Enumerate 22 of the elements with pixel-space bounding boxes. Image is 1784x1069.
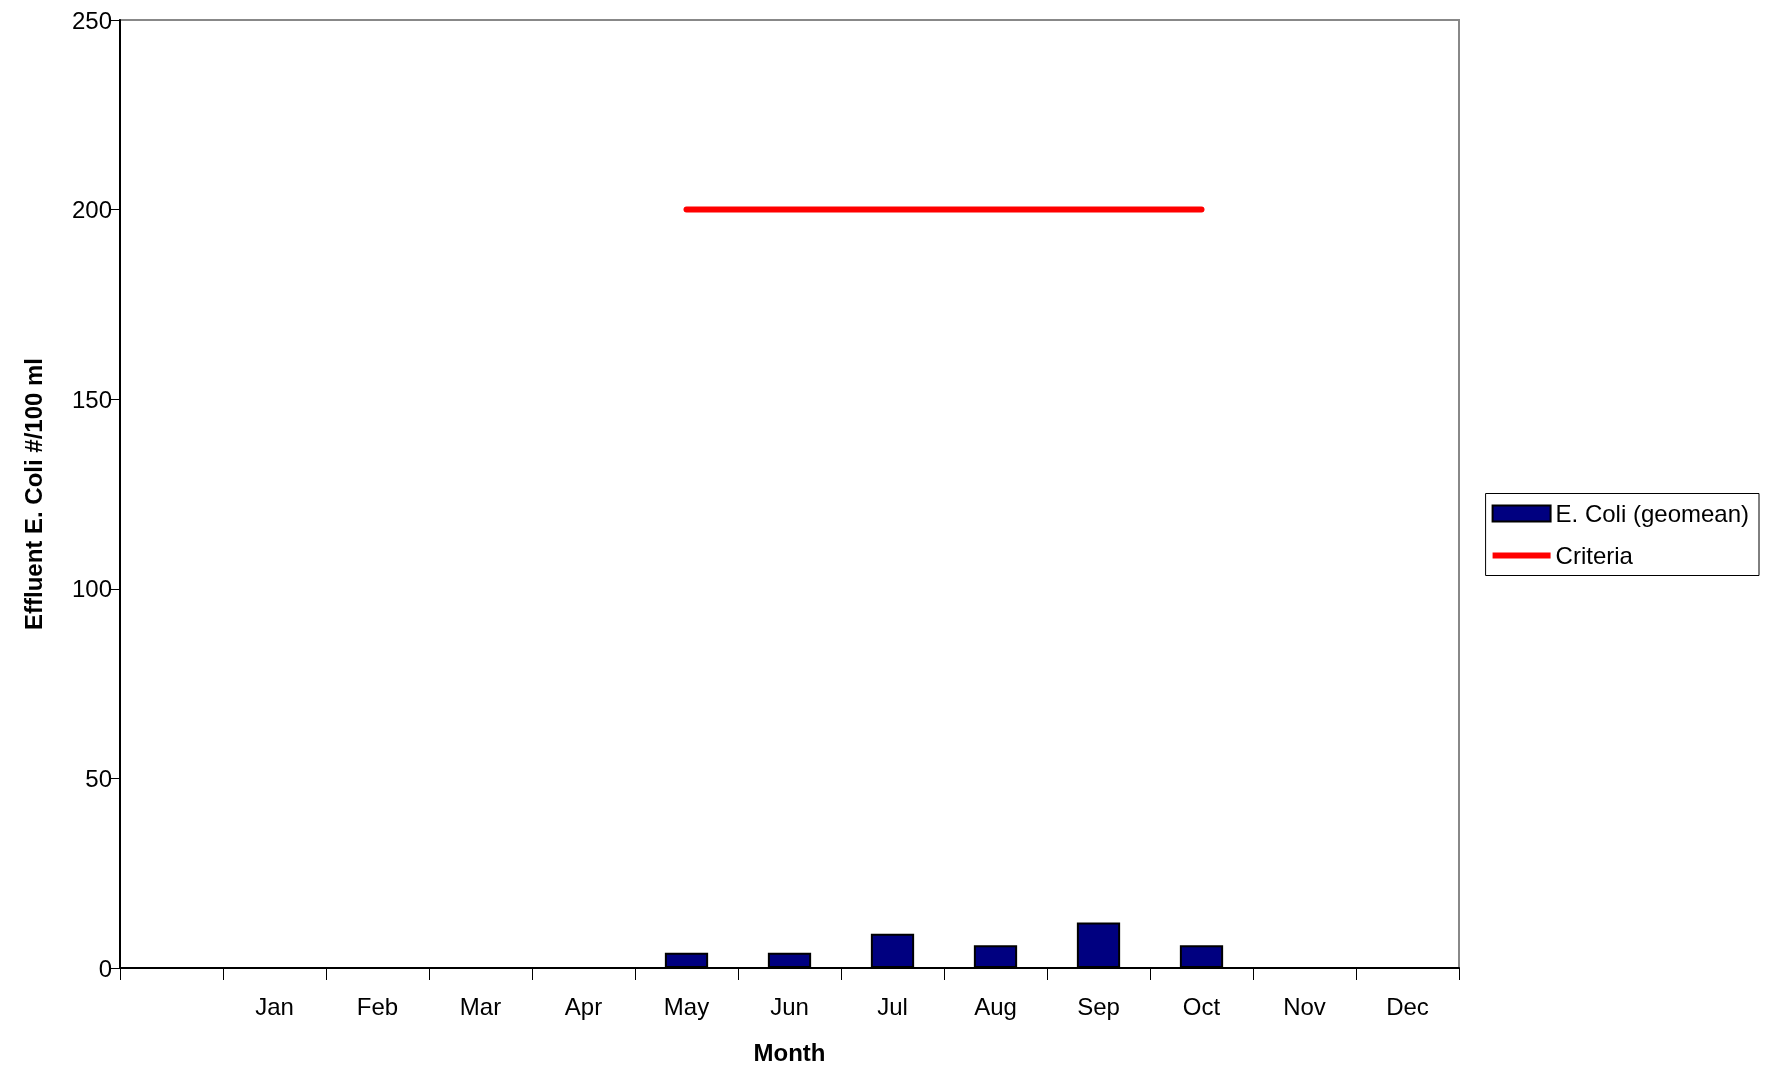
y-axis-title: Effluent E. Coli #/100 ml (19, 357, 47, 631)
y-tick-label: 50 (85, 764, 112, 792)
x-tick-label: Apr (564, 992, 603, 1020)
x-tick-label: Jul (877, 992, 908, 1020)
y-tick-label: 0 (98, 954, 112, 982)
x-axis-title: Month (753, 1038, 826, 1066)
y-tick-label: 200 (71, 196, 112, 224)
x-tick-label: Jan (255, 992, 294, 1020)
x-tick-label: Oct (1182, 992, 1221, 1020)
x-tick-label: Aug (974, 992, 1017, 1020)
x-tick-label: Dec (1386, 992, 1429, 1020)
y-tick-label: 150 (71, 385, 112, 413)
x-tick-label: May (663, 992, 710, 1020)
y-tick-label: 100 (71, 575, 112, 603)
x-tick-label: Sep (1077, 992, 1120, 1020)
legend-label: Criteria (1555, 542, 1634, 569)
legend-label: E. Coli (geomean) (1555, 500, 1749, 527)
x-tick-label: Mar (459, 992, 502, 1020)
x-tick-label: Feb (356, 992, 399, 1020)
x-tick-label: Jun (770, 992, 809, 1020)
y-tick-label: 250 (71, 6, 112, 34)
x-tick-label: Nov (1283, 992, 1326, 1020)
